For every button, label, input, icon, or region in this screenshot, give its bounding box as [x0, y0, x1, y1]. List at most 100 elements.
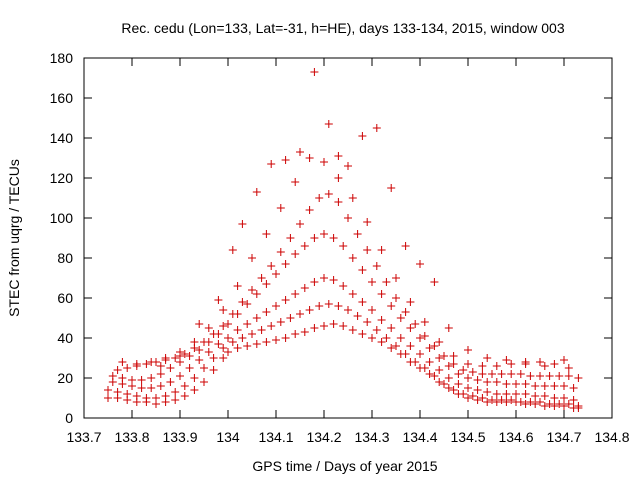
data-point [444, 384, 453, 392]
data-point [464, 346, 472, 354]
data-point [320, 230, 328, 238]
data-point [176, 352, 184, 360]
data-point [339, 282, 348, 290]
data-point [310, 324, 319, 332]
data-point [440, 352, 448, 360]
data-point [478, 394, 487, 402]
data-point [329, 234, 338, 242]
data-point [190, 338, 199, 346]
data-point [492, 398, 501, 406]
data-point [291, 330, 300, 338]
data-point [185, 364, 194, 372]
data-point [252, 290, 261, 298]
data-point [478, 370, 487, 378]
data-point [132, 392, 141, 400]
data-point [483, 378, 492, 386]
data-point [536, 398, 544, 406]
data-point [195, 356, 204, 364]
data-point [392, 294, 400, 302]
data-point [104, 394, 112, 402]
data-point [502, 356, 511, 364]
data-point [512, 380, 520, 388]
data-point [454, 380, 463, 388]
x-tick-label: 134.6 [498, 429, 533, 445]
data-point [411, 358, 420, 366]
data-point [310, 234, 319, 242]
data-point [171, 354, 180, 362]
data-point [228, 246, 237, 254]
chart-title: Rec. cedu (Lon=133, Lat=-31, h=HE), days… [121, 20, 564, 36]
y-tick-label: 20 [57, 370, 73, 386]
data-point [300, 284, 309, 292]
data-point [276, 204, 285, 212]
data-point [540, 382, 549, 390]
data-point [171, 388, 180, 396]
data-point [310, 68, 319, 76]
data-point [368, 334, 376, 342]
data-point [243, 320, 252, 328]
data-point [416, 260, 424, 268]
x-axis-label: GPS time / Days of year 2015 [252, 458, 437, 474]
data-point [296, 310, 304, 318]
data-point [368, 306, 376, 314]
data-point [190, 386, 199, 394]
data-point [329, 320, 338, 328]
data-point [358, 330, 367, 338]
data-point [219, 354, 228, 362]
data-point [372, 124, 381, 132]
data-point [435, 354, 444, 362]
data-point [507, 360, 516, 368]
data-point [430, 278, 439, 286]
data-point [550, 402, 559, 410]
data-point [382, 334, 391, 342]
data-point [507, 370, 516, 378]
data-point [233, 282, 242, 290]
data-point [401, 308, 410, 316]
x-tick-label: 134.1 [258, 429, 293, 445]
y-tick-label: 160 [50, 90, 74, 106]
data-point [296, 148, 304, 156]
data-point [377, 316, 386, 324]
data-point [176, 372, 184, 380]
y-tick-label: 140 [50, 130, 74, 146]
data-point [228, 338, 237, 346]
data-point [430, 342, 439, 350]
data-point [430, 372, 439, 380]
data-point [118, 358, 127, 366]
data-point [536, 358, 544, 366]
data-point [569, 396, 578, 404]
x-tick-label: 133.7 [66, 429, 101, 445]
data-point [243, 342, 252, 350]
data-point [224, 320, 232, 328]
data-point [531, 382, 540, 390]
data-point [540, 402, 549, 410]
data-point [564, 364, 573, 372]
x-tick-label: 133.9 [162, 429, 197, 445]
data-point [444, 324, 453, 332]
data-point [238, 220, 247, 228]
data-point [248, 286, 256, 294]
data-point [200, 378, 208, 386]
data-point [521, 390, 530, 398]
data-point [569, 384, 578, 392]
data-point [320, 158, 328, 166]
data-point [156, 362, 165, 370]
data-point [113, 388, 122, 396]
data-point [459, 366, 468, 374]
data-point [358, 298, 367, 306]
data-point [195, 320, 204, 328]
data-point [166, 378, 175, 386]
x-tick-label: 134.7 [546, 429, 581, 445]
data-point [468, 368, 477, 376]
data-point [492, 362, 501, 370]
data-point [204, 348, 213, 356]
data-point [353, 230, 362, 238]
data-point [483, 388, 492, 396]
data-point [300, 328, 309, 336]
data-point [363, 318, 372, 326]
data-point [344, 162, 352, 170]
data-point [281, 156, 290, 164]
data-point [377, 290, 386, 298]
data-point [368, 278, 376, 286]
